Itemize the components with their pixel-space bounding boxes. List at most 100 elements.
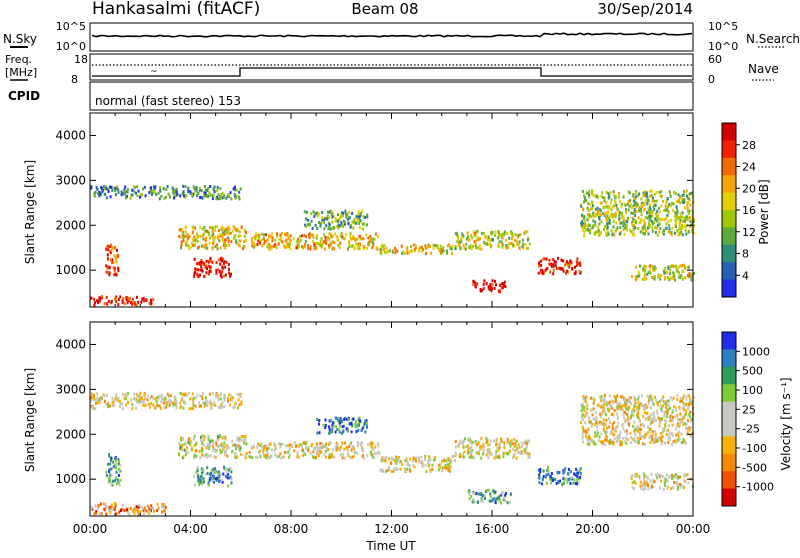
power-cell	[342, 211, 345, 215]
velocity-cell	[90, 392, 93, 396]
power-cell	[517, 235, 519, 239]
velocity-cell	[342, 430, 345, 434]
velocity-cell	[125, 393, 128, 397]
velocity-cell	[610, 406, 613, 410]
power-cell	[666, 197, 669, 201]
power-cell	[585, 199, 587, 203]
velocity-cell	[354, 425, 357, 429]
power-cell	[604, 205, 607, 209]
power-cell	[600, 194, 603, 198]
power-cell	[487, 285, 490, 289]
velocity-cell	[97, 504, 100, 508]
velocity-cell	[633, 431, 636, 435]
velocity-cell	[351, 455, 354, 459]
power-cell	[346, 217, 349, 221]
power-cell	[490, 289, 493, 293]
power-cell	[562, 259, 565, 263]
power-cell	[608, 221, 611, 225]
velocity-cell	[646, 411, 648, 415]
power-cell	[552, 265, 555, 269]
power-cell	[111, 246, 114, 250]
velocity-cell	[627, 421, 629, 425]
velocity-cell	[428, 464, 430, 468]
velocity-cell	[230, 481, 233, 485]
power-cell	[654, 226, 657, 230]
power-cell	[199, 196, 202, 200]
velocity-cell	[245, 442, 248, 446]
velocity-cell	[341, 425, 344, 429]
power-cell	[687, 230, 690, 234]
velocity-cell	[331, 448, 334, 452]
power-cell	[469, 244, 472, 248]
power-cell	[325, 242, 328, 246]
power-cell	[651, 220, 654, 223]
power-cell	[223, 193, 226, 197]
velocity-cell	[468, 455, 471, 459]
power-cell	[126, 190, 129, 194]
velocity-cell	[663, 411, 666, 415]
velocity-cell	[143, 507, 146, 511]
power-cell	[539, 268, 542, 272]
power-cell	[491, 279, 494, 283]
velocity-cell	[135, 397, 138, 401]
power-cell	[584, 222, 587, 226]
power-cell	[271, 236, 274, 240]
velocity-cell	[646, 425, 649, 429]
power-cell	[670, 204, 673, 208]
power-cell	[638, 274, 641, 278]
date-title: 30/Sep/2014	[597, 0, 693, 18]
power-cell	[227, 237, 230, 241]
velocity-cell	[471, 500, 474, 504]
power-cell	[207, 187, 210, 191]
power-cell	[539, 259, 542, 263]
power-cell	[143, 185, 146, 189]
power-cell	[490, 238, 493, 242]
velocity-cell	[570, 476, 573, 480]
power-cell	[683, 264, 686, 268]
velocity-cell	[664, 423, 667, 427]
velocity-cell	[298, 444, 301, 448]
power-cell	[120, 193, 123, 197]
velocity-cell	[592, 407, 595, 411]
velocity-cell	[515, 444, 518, 448]
velocity-cell	[603, 406, 606, 410]
power-cell	[678, 227, 681, 231]
freq-tick-low: 8	[71, 73, 78, 86]
velocity-cell	[540, 482, 543, 486]
velocity-cell	[473, 441, 476, 445]
power-cell	[483, 279, 486, 283]
velocity-cell	[623, 416, 626, 420]
power-cell	[391, 250, 394, 254]
velocity-cell	[235, 401, 237, 405]
velocity-cell	[96, 392, 98, 396]
velocity-cell	[128, 512, 131, 516]
velocity-cell	[324, 455, 327, 459]
power-cell	[681, 225, 684, 229]
power-cell	[367, 241, 370, 245]
velocity-cell	[639, 423, 642, 427]
power-cell	[320, 245, 323, 249]
power-cell	[634, 226, 637, 230]
velocity-cell	[243, 441, 245, 445]
velocity-cell	[201, 480, 204, 484]
velocity-cell	[621, 424, 624, 428]
power-cell	[107, 271, 110, 275]
velocity-cell	[223, 398, 226, 402]
velocity-cell	[690, 417, 693, 421]
power-cell	[220, 275, 223, 279]
power-cell	[427, 243, 430, 247]
velocity-cell	[514, 449, 517, 453]
velocity-cell	[227, 446, 230, 450]
power-cell	[485, 242, 488, 245]
velocity-cell	[678, 437, 681, 441]
velocity-cell	[125, 403, 128, 407]
power-cell	[123, 302, 126, 306]
velocity-cell	[126, 392, 129, 395]
power-cell	[195, 186, 198, 189]
velocity-cell	[494, 453, 497, 457]
velocity-cell	[193, 437, 195, 441]
velocity-cell	[372, 447, 375, 451]
velocity-cell	[161, 510, 163, 514]
velocity-cell	[581, 431, 584, 435]
velocity-cell	[109, 505, 112, 509]
